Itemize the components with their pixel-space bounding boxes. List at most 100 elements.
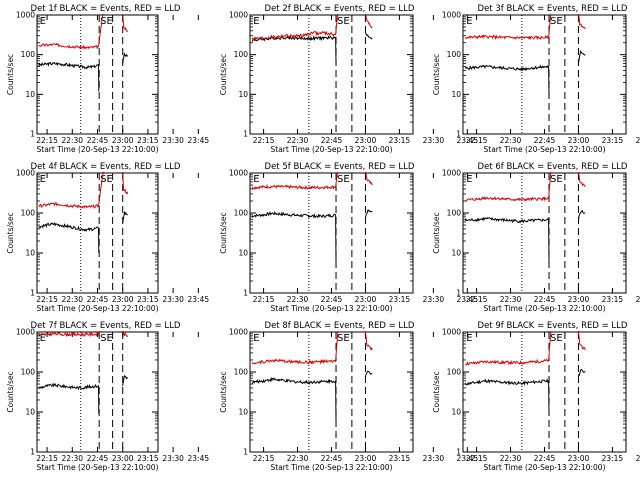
x-tick-label: 23:00	[112, 136, 134, 145]
series-events-line	[38, 210, 128, 254]
x-tick-label: 23:00	[568, 454, 590, 463]
y-axis-label: Counts/sec	[219, 212, 228, 253]
y-tick-label: 100	[234, 209, 249, 218]
marker-label-e: E	[253, 333, 259, 344]
marker-label-e: E	[466, 333, 472, 344]
chart-title: Det 6f BLACK = Events, RED = LLD	[478, 162, 628, 172]
plot-frame	[249, 172, 414, 294]
x-tick-label: 22:15	[253, 454, 275, 463]
x-tick-label: 23:30	[423, 454, 445, 463]
chart-panel-7: Det 7f BLACK = Events, RED = LLD 1 10 100 10…	[6, 321, 209, 472]
x-tick-label: 22:30	[61, 295, 83, 304]
y-axis-label: Counts/sec	[219, 371, 228, 412]
plot-frame	[462, 172, 627, 294]
x-tick-label: 23:45	[457, 454, 479, 463]
x-axis-label: Start Time (20-Sep-13 22:10:00)	[271, 145, 393, 154]
y-tick-label: 10	[238, 408, 248, 417]
y-axis-label: Counts/sec	[6, 371, 15, 412]
y-tick-label: 1	[243, 289, 248, 298]
x-axis-label: Start Time (20-Sep-13 22:10:00)	[37, 145, 159, 154]
x-tick-label: 22:15	[466, 454, 488, 463]
plot-frame	[462, 331, 627, 453]
x-tick-label: 23:15	[602, 295, 624, 304]
x-tick-label: 22:45	[87, 454, 109, 463]
x-tick-label: 22:30	[287, 454, 309, 463]
y-tick-label: 100	[447, 368, 462, 377]
chart-title: Det 2f BLACK = Events, RED = LLD	[265, 4, 415, 14]
chart-title: Det 5f BLACK = Events, RED = LLD	[265, 162, 415, 172]
plot-frame	[249, 331, 414, 453]
x-tick-label: 23:30	[636, 295, 640, 304]
marker-label-e: E	[466, 16, 472, 27]
x-tick-label: 23:15	[137, 136, 159, 145]
y-tick-label: 1	[30, 448, 35, 457]
y-tick-label: 10	[451, 90, 461, 99]
series-lld-line	[464, 172, 586, 202]
y-tick-label: 1	[456, 130, 461, 139]
chart-panel-4: Det 4f BLACK = Events, RED = LLD 1 10 100 10…	[6, 162, 209, 313]
y-tick-label: 1000	[229, 11, 248, 20]
y-tick-label: 100	[21, 368, 36, 377]
marker-label-e: E	[253, 16, 259, 27]
x-axis-label: Start Time (20-Sep-13 22:10:00)	[484, 304, 606, 313]
x-tick-label: 22:30	[500, 295, 522, 304]
y-tick-label: 1	[243, 130, 248, 139]
x-tick-label: 22:45	[321, 295, 343, 304]
x-tick-label: 23:15	[389, 136, 411, 145]
x-axis-label: Start Time (20-Sep-13 22:10:00)	[484, 145, 606, 154]
x-tick-label: 23:15	[602, 454, 624, 463]
y-tick-label: 1000	[16, 169, 35, 178]
marker-label-e: E	[40, 16, 46, 27]
chart-panel-5: Det 5f BLACK = Events, RED = LLD 1 10 100 10…	[219, 162, 478, 313]
y-tick-label: 1000	[229, 328, 248, 337]
x-tick-label: 23:30	[636, 136, 640, 145]
x-tick-label: 22:45	[321, 136, 343, 145]
y-tick-label: 100	[234, 50, 249, 59]
x-tick-label: 23:00	[568, 136, 590, 145]
plot-frame	[36, 331, 159, 453]
x-tick-label: 23:45	[188, 295, 210, 304]
x-tick-label: 23:45	[457, 136, 479, 145]
y-tick-label: 1000	[16, 328, 35, 337]
marker-label-se: SE	[337, 16, 350, 27]
x-tick-label: 22:30	[500, 454, 522, 463]
chart-title: Det 8f BLACK = Events, RED = LLD	[265, 321, 415, 331]
series-events-line	[38, 51, 129, 92]
x-tick-label: 22:45	[87, 136, 109, 145]
y-tick-label: 100	[447, 209, 462, 218]
y-tick-label: 10	[238, 249, 248, 258]
x-tick-label: 23:30	[636, 454, 640, 463]
x-tick-label: 22:15	[253, 295, 275, 304]
marker-label-e: E	[40, 333, 46, 344]
y-tick-label: 1	[456, 289, 461, 298]
x-tick-label: 23:00	[355, 136, 377, 145]
x-tick-label: 22:45	[534, 136, 556, 145]
x-tick-label: 22:45	[534, 295, 556, 304]
x-tick-label: 23:45	[457, 295, 479, 304]
series-lld-line	[251, 331, 373, 365]
series-events-line	[251, 32, 373, 64]
chart-panel-3: Det 3f BLACK = Events, RED = LLD 1 10 100 10…	[432, 4, 640, 154]
y-tick-label: 10	[25, 408, 35, 417]
y-tick-label: 1	[456, 448, 461, 457]
series-events-line	[251, 209, 373, 262]
x-tick-label: 23:15	[389, 295, 411, 304]
x-tick-label: 23:15	[137, 295, 159, 304]
y-axis-label: Counts/sec	[432, 212, 441, 253]
x-tick-label: 23:00	[568, 295, 590, 304]
y-tick-label: 1000	[229, 169, 248, 178]
x-tick-label: 22:15	[466, 136, 488, 145]
x-axis-label: Start Time (20-Sep-13 22:10:00)	[484, 463, 606, 472]
y-axis-label: Counts/sec	[432, 54, 441, 95]
marker-label-se: SE	[100, 333, 113, 344]
x-tick-label: 23:30	[423, 295, 445, 304]
series-lld-line	[38, 172, 129, 209]
chart-title: Det 9f BLACK = Events, RED = LLD	[478, 321, 628, 331]
chart-panel-1: Det 1f BLACK = Events, RED = LLD 1 10 100 10…	[6, 4, 209, 154]
marker-label-se: SE	[550, 333, 563, 344]
marker-label-e: E	[253, 174, 259, 185]
x-tick-label: 22:45	[321, 454, 343, 463]
chart-panel-9: Det 9f BLACK = Events, RED = LLD 1 10 100 10…	[432, 321, 640, 472]
series-events-line	[251, 370, 373, 421]
y-tick-label: 100	[447, 50, 462, 59]
